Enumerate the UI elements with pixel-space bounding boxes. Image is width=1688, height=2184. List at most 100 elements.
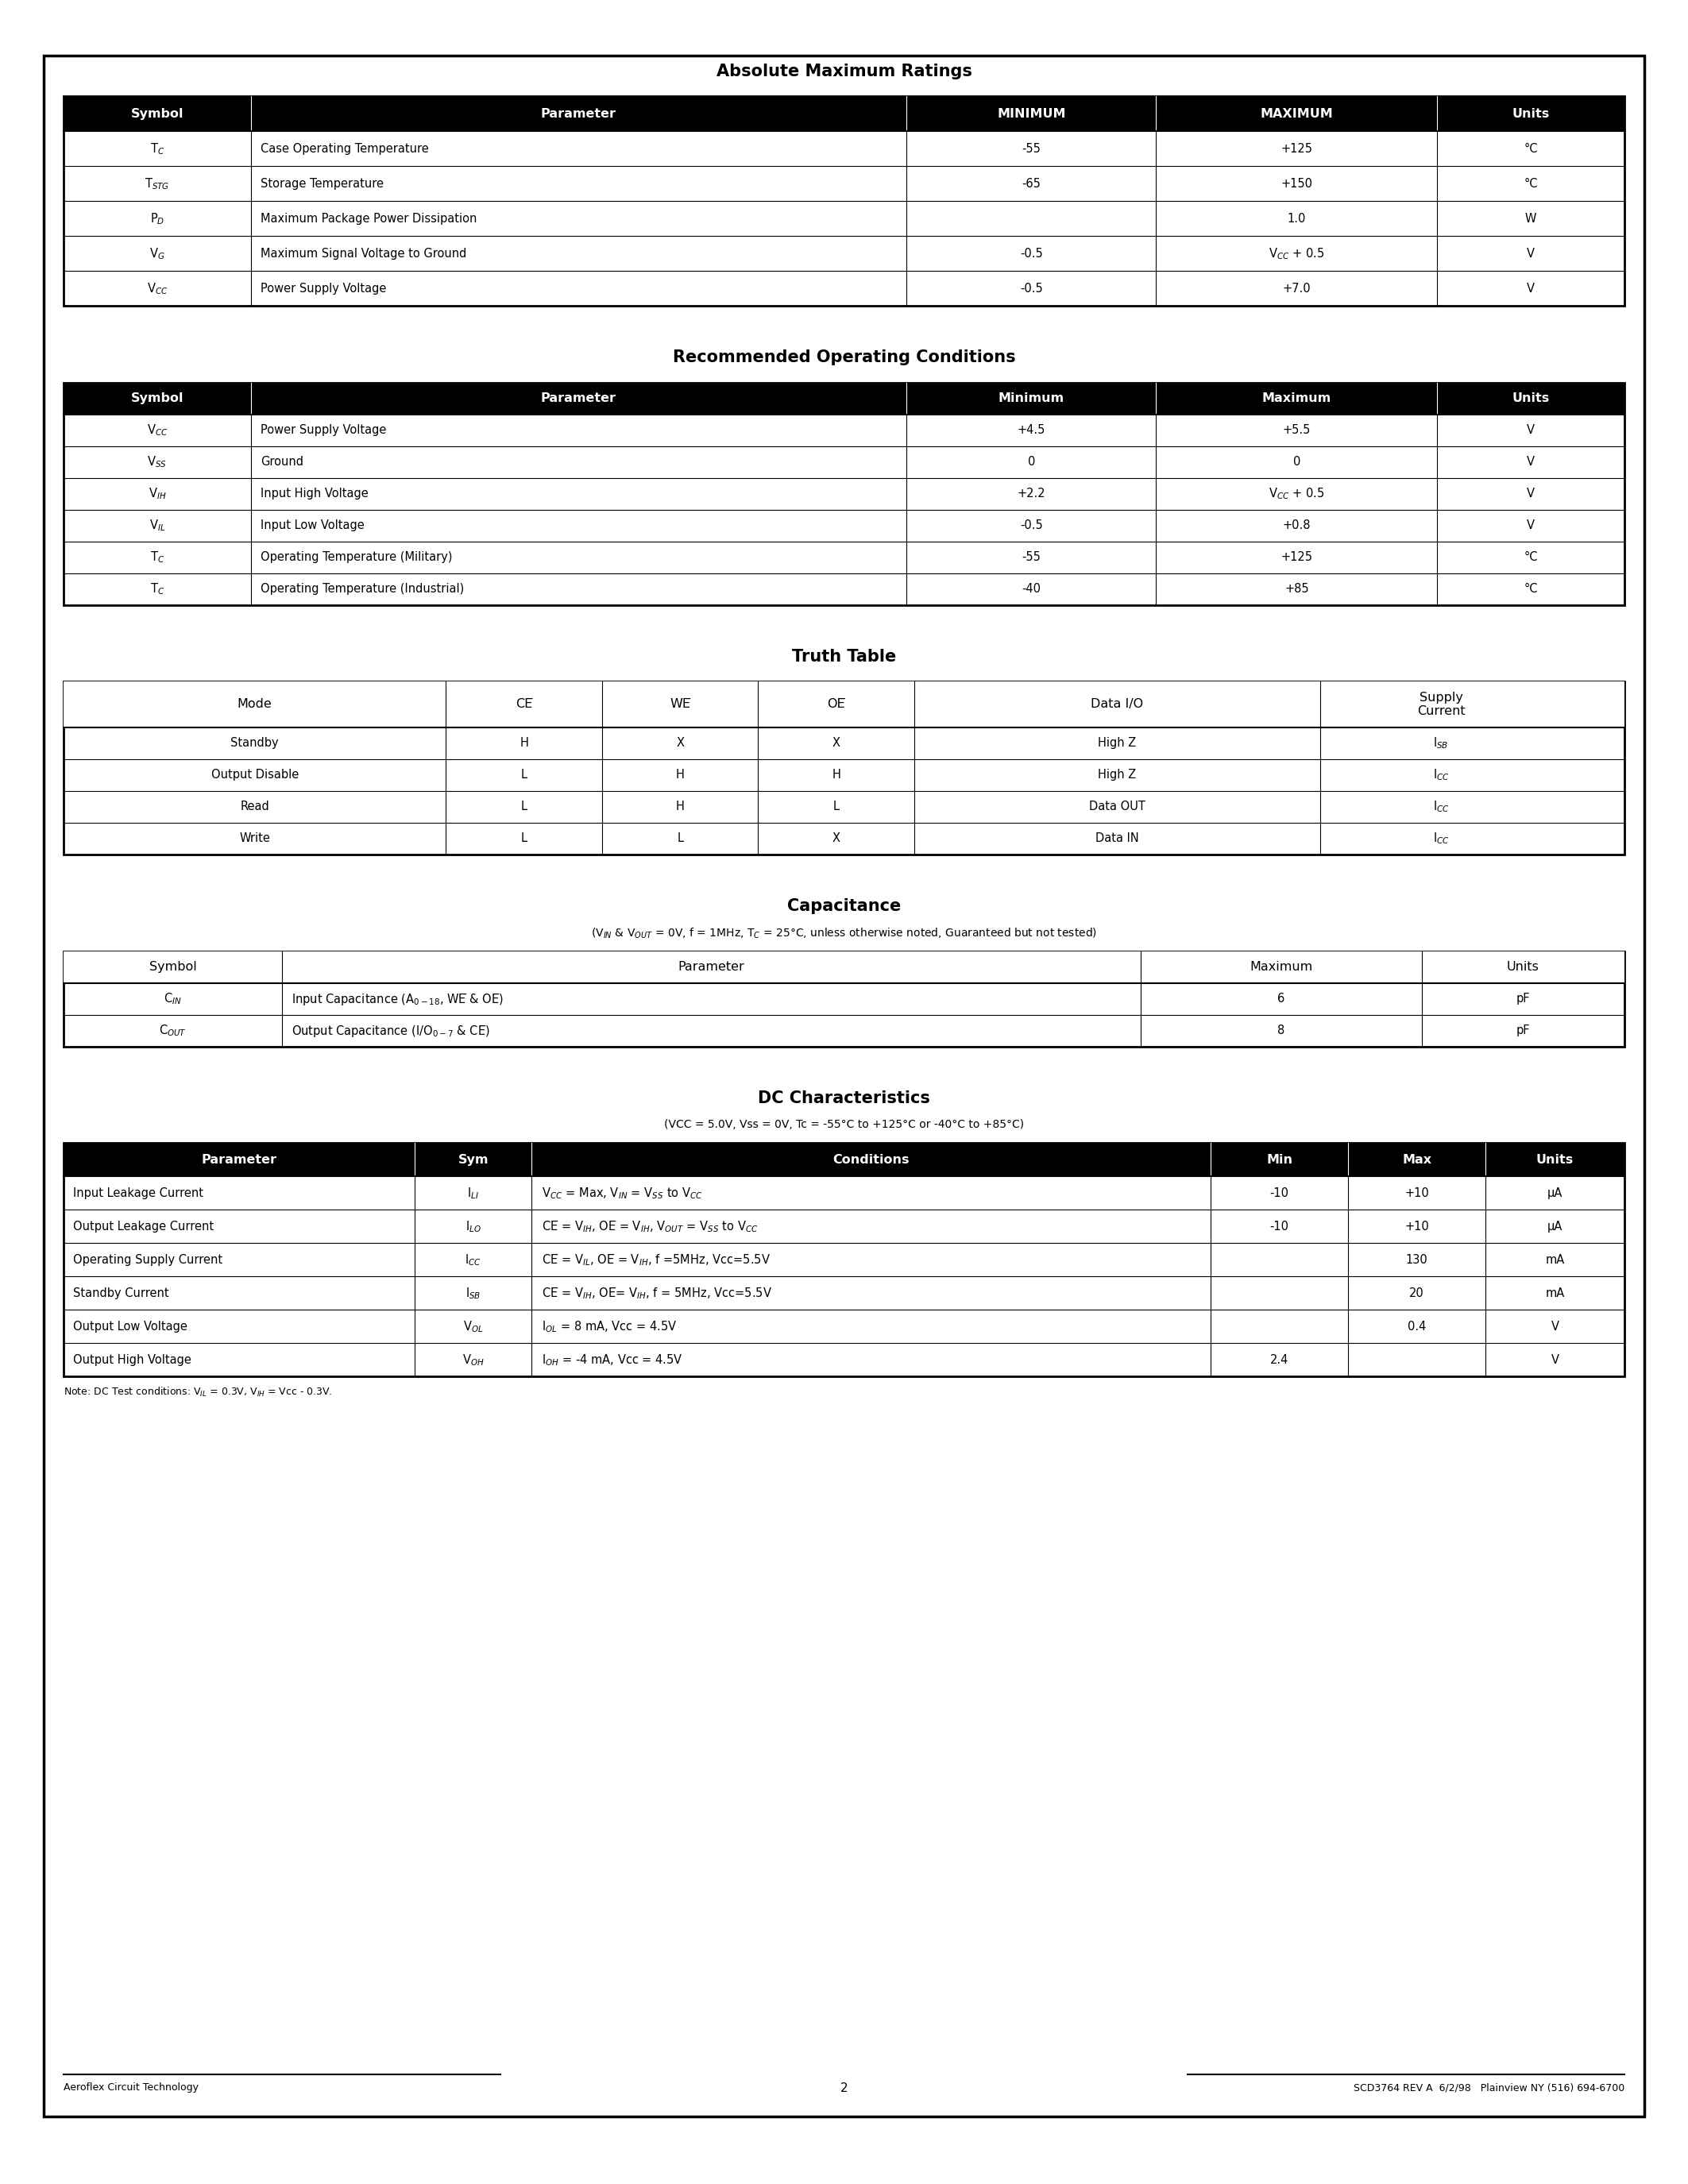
Text: pF: pF — [1516, 994, 1529, 1005]
Text: -0.5: -0.5 — [1020, 520, 1043, 531]
Text: V: V — [1528, 247, 1534, 260]
Text: pF: pF — [1516, 1024, 1529, 1037]
Text: Maximum: Maximum — [1249, 961, 1313, 972]
Text: Output Disable: Output Disable — [211, 769, 299, 782]
Text: I$_{SB}$: I$_{SB}$ — [1433, 736, 1448, 751]
Text: Output High Voltage: Output High Voltage — [73, 1354, 191, 1365]
Text: H: H — [520, 738, 528, 749]
Bar — [64, 382, 1624, 415]
Text: L: L — [522, 769, 527, 782]
Bar — [64, 96, 1624, 306]
Text: V: V — [1528, 487, 1534, 500]
Text: I$_{SB}$: I$_{SB}$ — [466, 1286, 481, 1299]
Text: -55: -55 — [1021, 550, 1041, 563]
Text: -0.5: -0.5 — [1020, 282, 1043, 295]
Text: Truth Table: Truth Table — [792, 649, 896, 664]
Text: X: X — [832, 832, 841, 845]
Text: Read: Read — [240, 802, 270, 812]
Text: I$_{OH}$ = -4 mA, Vcc = 4.5V: I$_{OH}$ = -4 mA, Vcc = 4.5V — [542, 1352, 682, 1367]
Bar — [64, 96, 1624, 131]
Text: +4.5: +4.5 — [1018, 424, 1045, 437]
Text: H: H — [675, 802, 684, 812]
Text: I$_{CC}$: I$_{CC}$ — [1433, 799, 1450, 815]
Text: C$_{OUT}$: C$_{OUT}$ — [159, 1022, 187, 1037]
Bar — [64, 681, 1624, 854]
Text: T$_{STG}$: T$_{STG}$ — [145, 177, 169, 190]
Text: 20: 20 — [1409, 1286, 1425, 1299]
Bar — [64, 382, 1624, 605]
Text: Max: Max — [1403, 1153, 1431, 1166]
Text: Note: DC Test conditions: V$_{IL}$ = 0.3V, V$_{IH}$ = Vcc - 0.3V.: Note: DC Test conditions: V$_{IL}$ = 0.3… — [64, 1387, 333, 1398]
Text: Ground: Ground — [260, 456, 304, 467]
Text: Data IN: Data IN — [1096, 832, 1139, 845]
Text: I$_{LO}$: I$_{LO}$ — [466, 1219, 481, 1234]
Text: +125: +125 — [1281, 550, 1313, 563]
Text: Input Low Voltage: Input Low Voltage — [260, 520, 365, 531]
Text: CE̅ = V$_{IL}$, OE̅ = V$_{IH}$, f =5MHz, Vcc=5.5V: CE̅ = V$_{IL}$, OE̅ = V$_{IH}$, f =5MHz,… — [542, 1251, 770, 1267]
Text: Output Leakage Current: Output Leakage Current — [73, 1221, 214, 1232]
Text: V$_{CC}$ + 0.5: V$_{CC}$ + 0.5 — [1269, 487, 1325, 500]
Text: (V$_{IN}$ & V$_{OUT}$ = 0V, f = 1MHz, T$_C$ = 25°C, unless otherwise noted, Guar: (V$_{IN}$ & V$_{OUT}$ = 0V, f = 1MHz, T$… — [591, 926, 1097, 941]
Text: Parameter: Parameter — [540, 393, 616, 404]
Text: V$_{OL}$: V$_{OL}$ — [463, 1319, 483, 1334]
Text: L: L — [522, 832, 527, 845]
Text: Power Supply Voltage: Power Supply Voltage — [260, 282, 387, 295]
Text: Power Supply Voltage: Power Supply Voltage — [260, 424, 387, 437]
Text: Absolute Maximum Ratings: Absolute Maximum Ratings — [716, 63, 972, 79]
Text: T$_C$: T$_C$ — [150, 581, 164, 596]
Text: 6: 6 — [1278, 994, 1285, 1005]
Text: I$_{CC}$: I$_{CC}$ — [1433, 767, 1450, 782]
Text: L: L — [677, 832, 684, 845]
Text: Write: Write — [240, 832, 270, 845]
Text: Standby Current: Standby Current — [73, 1286, 169, 1299]
Text: μA: μA — [1548, 1221, 1563, 1232]
Text: H: H — [675, 769, 684, 782]
Text: OE̅: OE̅ — [827, 699, 846, 710]
Text: Units: Units — [1507, 961, 1539, 972]
Text: T$_C$: T$_C$ — [150, 142, 164, 155]
Text: Maximum Package Power Dissipation: Maximum Package Power Dissipation — [260, 212, 476, 225]
Text: Min: Min — [1266, 1153, 1293, 1166]
Text: V$_{CC}$: V$_{CC}$ — [147, 282, 167, 295]
Text: I$_{OL}$ = 8 mA, Vcc = 4.5V: I$_{OL}$ = 8 mA, Vcc = 4.5V — [542, 1319, 677, 1334]
Text: -55: -55 — [1021, 142, 1041, 155]
Text: Storage Temperature: Storage Temperature — [260, 177, 383, 190]
Text: Conditions: Conditions — [832, 1153, 910, 1166]
Text: V$_G$: V$_G$ — [150, 247, 165, 260]
Text: P$_D$: P$_D$ — [150, 212, 164, 225]
Text: Units: Units — [1536, 1153, 1573, 1166]
Text: Sym: Sym — [457, 1153, 488, 1166]
Text: I$_{CC}$: I$_{CC}$ — [1433, 832, 1450, 845]
Text: High Z: High Z — [1097, 738, 1136, 749]
Text: Recommended Operating Conditions: Recommended Operating Conditions — [672, 349, 1016, 365]
Text: mA: mA — [1545, 1286, 1565, 1299]
Text: X: X — [677, 738, 684, 749]
Text: +0.8: +0.8 — [1283, 520, 1312, 531]
Text: V$_{IH}$: V$_{IH}$ — [149, 487, 165, 500]
Text: +7.0: +7.0 — [1283, 282, 1312, 295]
Text: W: W — [1524, 212, 1536, 225]
Text: °C: °C — [1524, 583, 1538, 594]
Text: V: V — [1551, 1354, 1560, 1365]
Bar — [64, 950, 1624, 1046]
Text: V$_{CC}$ = Max, V$_{IN}$ = V$_{SS}$ to V$_{CC}$: V$_{CC}$ = Max, V$_{IN}$ = V$_{SS}$ to V… — [542, 1186, 702, 1201]
Text: X: X — [832, 738, 841, 749]
Text: Operating Supply Current: Operating Supply Current — [73, 1254, 223, 1267]
Text: μA: μA — [1548, 1188, 1563, 1199]
Text: -65: -65 — [1021, 177, 1041, 190]
Text: +2.2: +2.2 — [1018, 487, 1045, 500]
Text: I$_{CC}$: I$_{CC}$ — [466, 1251, 481, 1267]
Text: Maximum Signal Voltage to Ground: Maximum Signal Voltage to Ground — [260, 247, 466, 260]
Text: Symbol: Symbol — [130, 107, 184, 120]
Text: CE̅ = V$_{IH}$, OE̅= V$_{IH}$, f = 5MHz, Vcc=5.5V: CE̅ = V$_{IH}$, OE̅= V$_{IH}$, f = 5MHz,… — [542, 1286, 771, 1302]
Text: V$_{CC}$ + 0.5: V$_{CC}$ + 0.5 — [1269, 247, 1325, 260]
Text: V: V — [1528, 456, 1534, 467]
Text: Units: Units — [1512, 393, 1550, 404]
Text: 0.4: 0.4 — [1408, 1321, 1426, 1332]
Text: V$_{IL}$: V$_{IL}$ — [149, 518, 165, 533]
Text: °C: °C — [1524, 142, 1538, 155]
Text: L: L — [832, 802, 839, 812]
Text: -10: -10 — [1269, 1221, 1290, 1232]
Text: V: V — [1551, 1321, 1560, 1332]
Text: +10: +10 — [1404, 1188, 1430, 1199]
